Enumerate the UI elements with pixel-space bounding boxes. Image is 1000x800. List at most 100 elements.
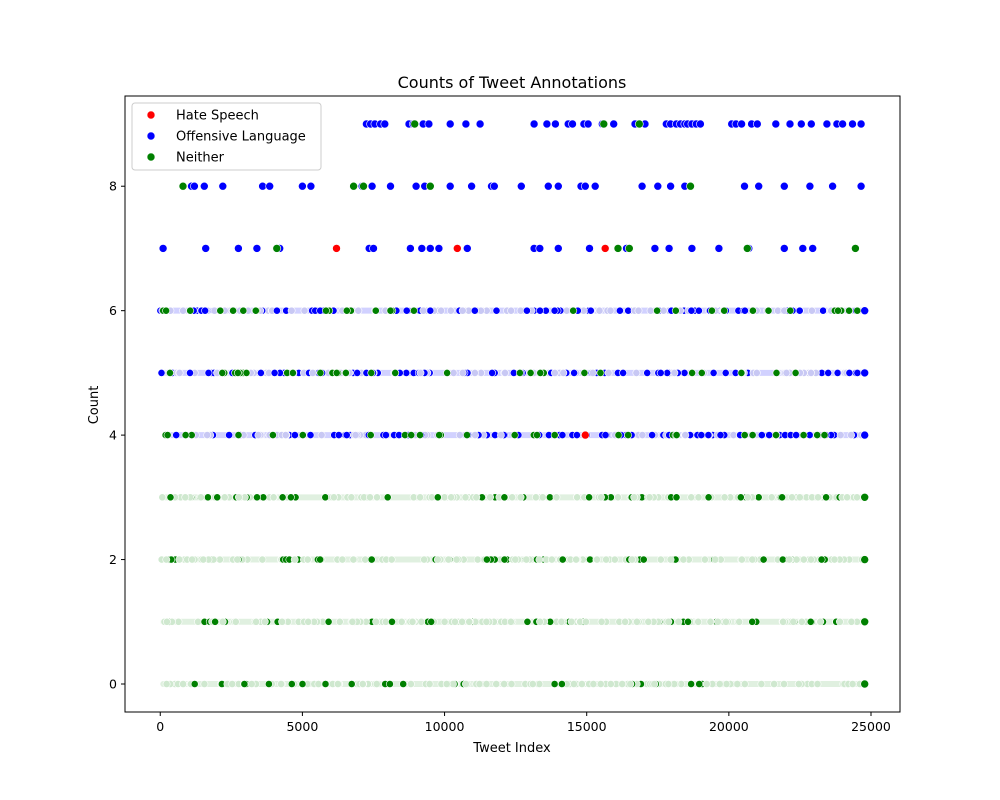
scatter-point	[805, 181, 815, 191]
band-point	[757, 431, 766, 439]
band-point	[817, 555, 826, 564]
scatter-point	[696, 119, 705, 129]
band-point-neither	[288, 368, 297, 377]
band-point	[334, 431, 343, 439]
band-point	[367, 555, 376, 564]
band-point	[175, 555, 184, 564]
band-point	[697, 431, 706, 439]
band-point	[425, 680, 434, 688]
band-point	[317, 431, 326, 439]
band-point	[628, 555, 636, 564]
band-point-neither	[341, 368, 350, 377]
band-point	[247, 680, 256, 688]
band-point	[287, 680, 296, 688]
scatter-point	[650, 244, 660, 253]
band-point-neither	[366, 431, 375, 439]
scatter-point	[822, 119, 832, 129]
band-point	[162, 617, 171, 626]
band-point	[303, 555, 312, 564]
band-point	[416, 493, 424, 502]
band-point	[516, 493, 525, 502]
band-point	[610, 555, 619, 564]
band-end-point	[860, 492, 870, 502]
band-point	[597, 617, 606, 626]
band-point-neither	[435, 431, 444, 439]
band-point	[402, 368, 411, 377]
x-tick-label: 5000	[286, 719, 318, 734]
band-point-neither	[772, 431, 780, 439]
band-point	[278, 617, 286, 626]
band-point	[406, 680, 415, 688]
band-point	[532, 493, 540, 502]
scatter-point	[798, 244, 808, 253]
band-point	[853, 368, 862, 377]
band-point-neither	[813, 431, 822, 439]
scatter-point	[434, 244, 444, 253]
band-point	[674, 617, 683, 626]
band-point-neither	[526, 368, 535, 377]
band-point	[550, 680, 559, 688]
scatter-point	[590, 181, 600, 191]
band-point	[748, 555, 757, 564]
scatter-point	[599, 119, 609, 129]
band-point	[253, 493, 261, 502]
band-point	[506, 617, 515, 626]
band-point	[822, 493, 830, 502]
band-point	[672, 493, 681, 502]
band-point	[347, 493, 356, 502]
band-point	[200, 680, 209, 688]
band-point	[233, 555, 242, 564]
band-point	[496, 431, 505, 439]
band-point	[779, 617, 787, 626]
band-point	[158, 493, 167, 502]
scatter-point	[624, 244, 634, 253]
scatter-point	[856, 119, 866, 129]
band-point	[752, 368, 761, 377]
band-point	[426, 306, 435, 315]
band-point	[836, 431, 845, 439]
band-point	[716, 431, 725, 439]
band-point-neither	[298, 431, 307, 439]
band-point	[366, 493, 374, 502]
band-point-neither	[672, 431, 681, 439]
scatter-point	[425, 244, 435, 253]
scatter-point	[851, 244, 860, 253]
band-point-neither	[772, 368, 781, 377]
band-point	[833, 368, 842, 377]
band-point	[538, 493, 547, 502]
legend-label: Neither	[176, 151, 225, 166]
band-point	[646, 306, 655, 315]
band-point	[372, 617, 380, 626]
band-point	[738, 555, 746, 564]
band-point	[687, 493, 696, 502]
legend-label: Offensive Language	[176, 130, 306, 145]
band-point	[770, 680, 778, 688]
band-point	[695, 680, 704, 688]
band-point	[181, 493, 190, 502]
band-point	[807, 368, 815, 377]
band-point	[847, 431, 855, 439]
band-point	[162, 555, 171, 564]
band-point	[211, 617, 219, 626]
scatter-point	[796, 119, 806, 129]
scatter-point	[785, 119, 795, 129]
band-point	[324, 617, 333, 626]
band-point-neither	[163, 431, 172, 439]
band-point	[558, 555, 567, 564]
band-point	[348, 617, 357, 626]
band-point-neither	[391, 368, 400, 377]
band-point	[853, 493, 861, 502]
band-point	[314, 680, 323, 688]
band-point	[387, 555, 396, 564]
band-point	[225, 431, 233, 439]
scatter-point	[580, 430, 590, 440]
band-point	[694, 617, 703, 626]
band-point	[830, 555, 839, 564]
band-point	[304, 617, 313, 626]
band-point	[634, 306, 643, 315]
band-end-point	[860, 679, 870, 689]
band-point-neither	[242, 368, 251, 377]
band-point	[701, 555, 709, 564]
band-point	[722, 617, 730, 626]
band-point	[470, 306, 479, 315]
